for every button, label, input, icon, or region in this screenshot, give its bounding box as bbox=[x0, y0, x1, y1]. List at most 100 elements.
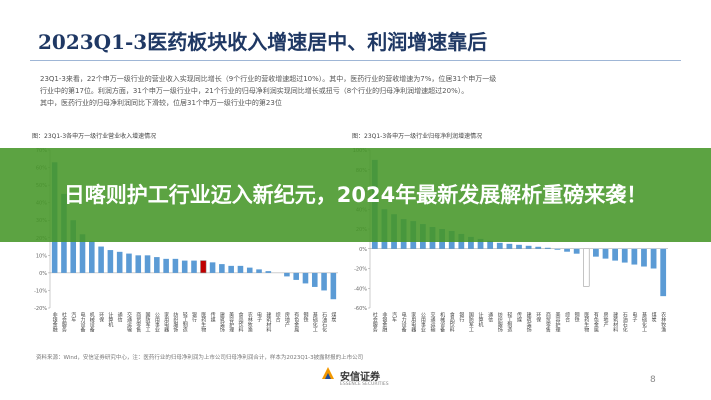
bar bbox=[135, 255, 142, 273]
notes: 23Q1-3来看，22个申万一级行业的营业收入实现同比增长（9个行业的营收增速超… bbox=[40, 73, 496, 109]
x-tick-label: 家用电器 bbox=[410, 311, 416, 333]
note-line: 其中，医药行业的归母净利润同比下滑较，位居31个申万一级行业中的第23位 bbox=[40, 99, 282, 107]
y-tick-label: -60% bbox=[354, 306, 367, 312]
x-tick-label: 汽车 bbox=[391, 311, 397, 323]
x-tick-label: 医药生物 bbox=[200, 312, 206, 333]
bar bbox=[70, 220, 77, 273]
x-tick-label: 煤炭 bbox=[651, 311, 657, 323]
x-tick-label: 电力设备 bbox=[80, 311, 86, 333]
x-tick-label: 纺织服饰 bbox=[172, 311, 178, 333]
bar bbox=[107, 250, 114, 273]
x-tick-label: 电子 bbox=[256, 311, 262, 322]
x-tick-label: 电力设备 bbox=[401, 311, 407, 333]
x-tick-label: 煤炭 bbox=[330, 311, 336, 323]
x-tick-label: 传媒 bbox=[210, 311, 216, 323]
bar bbox=[496, 242, 503, 249]
bar bbox=[228, 265, 234, 273]
logo-icon bbox=[322, 367, 334, 379]
x-tick-label: 有色金属 bbox=[593, 311, 599, 333]
x-tick-label: 公用事业 bbox=[154, 312, 160, 332]
bar bbox=[593, 248, 599, 257]
bar bbox=[237, 265, 244, 273]
x-tick-label: 通信 bbox=[487, 311, 493, 323]
x-tick-label: 公用事业 bbox=[420, 312, 426, 332]
bar bbox=[265, 271, 272, 273]
x-tick-label: 建筑材料 bbox=[265, 311, 271, 333]
bar bbox=[612, 248, 619, 261]
y-tick-label: 0% bbox=[359, 247, 367, 253]
x-tick-label: 房地产 bbox=[603, 311, 609, 328]
page-number: 8 bbox=[650, 375, 656, 385]
bar bbox=[573, 248, 580, 254]
x-tick-label: 建筑装饰 bbox=[219, 311, 225, 333]
banner: 日喀则护工行业迈入新纪元，2024年最新发展解析重磅来袭！ bbox=[0, 148, 711, 242]
x-tick-label: 轻工制造 bbox=[506, 311, 512, 333]
x-tick-label: 非银金融 bbox=[381, 311, 387, 333]
x-tick-label: 基础化工 bbox=[312, 311, 318, 332]
bar bbox=[116, 251, 123, 273]
note-line: 23Q1-3来看，22个申万一级行业的营业收入实现同比增长（9个行业的营收增速超… bbox=[40, 75, 497, 83]
bar bbox=[487, 240, 494, 249]
y-tick-label: 0% bbox=[39, 271, 47, 277]
chart-title: 图：23Q1-3各申万一级行业营业收入增速情况 bbox=[32, 132, 156, 140]
logo-sub: ESSENCE SECURITIES bbox=[340, 382, 389, 387]
x-tick-label: 综合 bbox=[564, 311, 570, 323]
x-tick-label: 通信 bbox=[117, 311, 123, 323]
bar bbox=[516, 244, 522, 249]
x-tick-label: 国防军工 bbox=[145, 312, 151, 332]
bar bbox=[330, 272, 337, 300]
bar bbox=[535, 246, 542, 249]
title-rule bbox=[30, 60, 681, 61]
bar bbox=[191, 260, 197, 273]
x-tick-label: 社会服务 bbox=[372, 311, 378, 333]
bar bbox=[311, 272, 318, 287]
x-tick-label: 石油石化 bbox=[622, 312, 628, 333]
bar bbox=[641, 248, 647, 267]
bar bbox=[200, 260, 207, 274]
x-tick-label: 有色金属 bbox=[293, 311, 299, 333]
bar bbox=[181, 260, 188, 273]
bar bbox=[602, 248, 609, 259]
bar bbox=[554, 248, 561, 250]
source: 资料来源：Wind，安信证券研究中心，注：医药行业的归母净利润为上市公司归母净利… bbox=[36, 355, 364, 361]
x-tick-label: 家用电器 bbox=[163, 311, 169, 333]
bar bbox=[126, 253, 132, 273]
x-tick-label: 非银金融 bbox=[52, 311, 58, 333]
x-tick-label: 建筑装饰 bbox=[526, 311, 532, 333]
x-tick-label: 农林牧渔 bbox=[660, 311, 666, 333]
x-tick-label: 银行 bbox=[191, 311, 197, 323]
x-tick-label: 美容护理 bbox=[554, 311, 560, 332]
x-tick-label: 医药生物 bbox=[583, 312, 589, 333]
x-tick-label: 传媒 bbox=[516, 311, 522, 323]
y-tick-label: -20% bbox=[354, 267, 367, 273]
bar bbox=[209, 262, 216, 273]
x-tick-label: 环保 bbox=[535, 312, 541, 323]
bar bbox=[583, 248, 590, 287]
bar bbox=[246, 267, 253, 273]
bar bbox=[219, 264, 225, 273]
y-tick-label: -40% bbox=[354, 286, 367, 292]
x-tick-label: 汽车 bbox=[70, 311, 76, 323]
bar bbox=[98, 246, 104, 273]
x-tick-label: 电子 bbox=[631, 311, 637, 322]
x-tick-label: 轻工制造 bbox=[182, 311, 188, 333]
x-tick-label: 石油石化 bbox=[321, 312, 327, 333]
y-tick-label: 10% bbox=[36, 253, 47, 259]
logo: 安信证券 bbox=[340, 372, 380, 383]
x-tick-label: 钢铁 bbox=[574, 311, 580, 323]
bar bbox=[660, 248, 667, 297]
slide-title: 2023Q1-3医药板块收入增速居中、利润增速靠后 bbox=[38, 30, 488, 54]
x-tick-label: 食品饮料 bbox=[449, 311, 455, 333]
x-tick-label: 机械设备 bbox=[89, 311, 95, 333]
x-tick-label: 银行 bbox=[458, 311, 464, 323]
y-tick-label: -20% bbox=[34, 306, 47, 312]
bar bbox=[79, 234, 86, 273]
x-tick-label: 环保 bbox=[98, 312, 104, 323]
x-tick-label: 机械设备 bbox=[439, 311, 445, 333]
x-tick-label: 计算机 bbox=[107, 311, 113, 328]
x-tick-label: 美容护理 bbox=[228, 311, 234, 332]
x-tick-label: 商贸零售 bbox=[545, 311, 551, 333]
y-tick-label: -10% bbox=[34, 288, 47, 294]
banner-headline: 日喀则护工行业迈入新纪元，2024年最新发展解析重磅来袭！ bbox=[63, 183, 648, 207]
x-tick-label: 社会服务 bbox=[61, 311, 67, 333]
